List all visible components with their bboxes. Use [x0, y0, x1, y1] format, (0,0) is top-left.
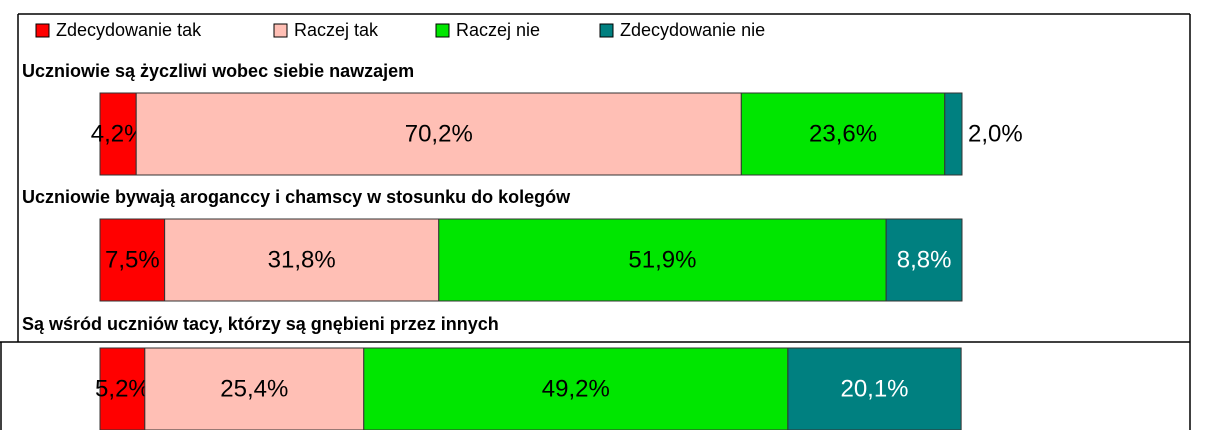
row-title: Uczniowie są życzliwi wobec siebie nawza…	[22, 61, 414, 81]
data-label: 31,8%	[268, 246, 336, 273]
data-label: 2,0%	[968, 120, 1023, 147]
data-label: 20,1%	[840, 375, 908, 402]
bar-segment	[363, 347, 789, 430]
legend-swatch	[599, 23, 614, 38]
bar-segment	[787, 347, 962, 430]
legend-label: Raczej nie	[456, 20, 540, 40]
data-label: 7,5%	[105, 246, 160, 273]
data-label: 5,2%	[95, 375, 150, 402]
legend-label: Raczej tak	[294, 20, 379, 40]
legend-swatch	[273, 23, 288, 38]
legend-label: Zdecydowanie tak	[56, 20, 202, 40]
data-label: 51,9%	[628, 246, 696, 273]
bar-segment	[99, 347, 146, 430]
data-label: 25,4%	[220, 375, 288, 402]
row-title: Uczniowie bywają aroganccy i chamscy w s…	[22, 187, 571, 207]
bar-segment	[144, 347, 365, 430]
row-title: Są wśród uczniów tacy, którzy są gnębien…	[22, 314, 499, 334]
data-label: 8,8%	[897, 246, 952, 273]
data-label: 70,2%	[405, 120, 473, 147]
bar-segment	[99, 92, 137, 176]
legend-swatch	[435, 23, 450, 38]
bar-segment	[438, 218, 887, 302]
bar-segment	[885, 218, 963, 302]
legend-swatch	[35, 23, 50, 38]
bar-segment	[135, 92, 742, 176]
bar-segment	[944, 92, 963, 176]
legend-label: Zdecydowanie nie	[620, 20, 765, 40]
bar-segment	[740, 92, 946, 176]
data-label: 49,2%	[542, 375, 610, 402]
data-label: 23,6%	[809, 120, 877, 147]
